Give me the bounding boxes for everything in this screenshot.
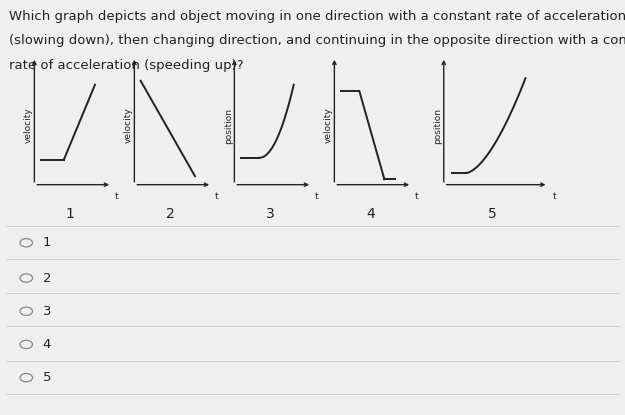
- Y-axis label: velocity: velocity: [324, 107, 333, 144]
- Text: 1: 1: [66, 207, 75, 221]
- Y-axis label: position: position: [433, 107, 442, 144]
- Text: t: t: [314, 192, 318, 201]
- Text: 5: 5: [488, 207, 496, 221]
- Text: 2: 2: [166, 207, 175, 221]
- Text: 3: 3: [266, 207, 275, 221]
- Text: 3: 3: [42, 305, 51, 318]
- Y-axis label: velocity: velocity: [124, 107, 133, 144]
- Text: rate of acceleration (speeding up)?: rate of acceleration (speeding up)?: [9, 59, 244, 71]
- Text: t: t: [214, 192, 218, 201]
- Y-axis label: velocity: velocity: [24, 107, 33, 144]
- Text: 4: 4: [42, 338, 51, 351]
- Y-axis label: position: position: [224, 107, 233, 144]
- Text: t: t: [414, 192, 418, 201]
- Text: 1: 1: [42, 236, 51, 249]
- Text: 4: 4: [366, 207, 375, 221]
- Text: (slowing down), then changing direction, and continuing in the opposite directio: (slowing down), then changing direction,…: [9, 34, 625, 47]
- Text: Which graph depicts and object moving in one direction with a constant rate of a: Which graph depicts and object moving in…: [9, 10, 625, 23]
- Text: t: t: [114, 192, 118, 201]
- Text: t: t: [552, 192, 556, 201]
- Text: 2: 2: [42, 271, 51, 285]
- Text: 5: 5: [42, 371, 51, 384]
